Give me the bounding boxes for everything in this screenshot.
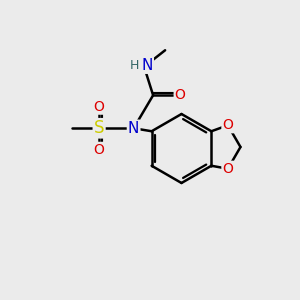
Text: H: H: [130, 59, 139, 72]
Text: S: S: [94, 119, 104, 137]
Text: O: O: [94, 143, 105, 157]
Text: O: O: [94, 100, 105, 114]
Text: O: O: [175, 88, 186, 102]
Text: O: O: [222, 118, 233, 132]
Text: O: O: [222, 162, 233, 176]
Text: N: N: [141, 58, 153, 73]
Text: N: N: [128, 121, 139, 136]
